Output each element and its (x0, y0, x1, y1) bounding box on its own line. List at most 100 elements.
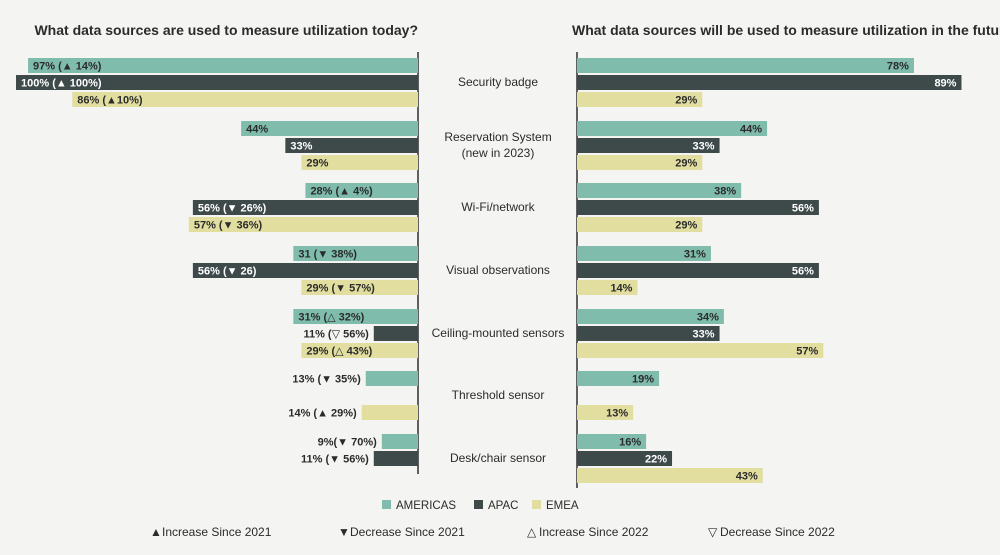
left-bar-emea (361, 405, 418, 420)
legend-label: APAC (488, 500, 518, 512)
right-bar-americas (577, 121, 768, 136)
left-data-label: 11% (▼ 56%) (301, 454, 369, 466)
right-data-label: 13% (606, 408, 628, 420)
left-bar-emea (301, 343, 418, 358)
right-bar-emea (577, 468, 763, 483)
key-symbol-icon: ▲ (150, 525, 162, 539)
right-bar-emea (577, 280, 638, 295)
left-data-label: 57% (▼ 36%) (194, 220, 263, 232)
left-bar-emea (301, 280, 418, 295)
right-bar-apac (577, 263, 819, 278)
category-label: Desk/chair sensor (450, 451, 546, 465)
key-symbol-icon: ▼ (338, 525, 350, 539)
category-label: Ceiling-mounted sensors (432, 326, 565, 340)
left-data-label: 31 (▼ 38%) (298, 249, 357, 261)
left-data-label: 86% (▲10%) (77, 95, 143, 107)
left-bar-americas (293, 246, 418, 261)
left-data-label: 29% (306, 158, 328, 170)
left-data-label: 13% (▼ 35%) (292, 374, 361, 386)
left-data-label: 11% (▽ 56%) (303, 329, 369, 341)
key-label: Increase Since 2021 (162, 525, 272, 539)
right-bar-americas (577, 246, 711, 261)
legend-swatch-apac (474, 500, 483, 509)
category-label: Security badge (458, 75, 538, 89)
right-data-label: 43% (736, 471, 758, 483)
left-data-label: 9%(▼ 70%) (318, 437, 378, 449)
right-data-label: 16% (619, 437, 641, 449)
category-label: (new in 2023) (462, 146, 535, 160)
left-bar-emea (188, 217, 418, 232)
right-data-label: 56% (792, 203, 814, 215)
right-data-label: 57% (796, 346, 818, 358)
left-data-label: 28% (▲ 4%) (310, 186, 373, 198)
right-data-label: 44% (740, 124, 762, 136)
key-label: Increase Since 2022 (539, 525, 649, 539)
right-data-label: 31% (684, 249, 706, 261)
left-chart-title: What data sources are used to measure ut… (34, 22, 418, 38)
right-data-label: 19% (632, 374, 654, 386)
right-data-label: 29% (675, 158, 697, 170)
right-bar-emea (577, 217, 703, 232)
category-label: Threshold sensor (452, 388, 545, 402)
category-label: Wi-Fi/network (461, 200, 535, 214)
right-data-label: 33% (693, 329, 715, 341)
left-bar-apac (192, 263, 418, 278)
right-bar-emea (577, 405, 634, 420)
right-data-label: 34% (697, 312, 719, 324)
left-bar-americas (293, 309, 418, 324)
category-label: Visual observations (446, 263, 550, 277)
right-data-label: 56% (792, 266, 814, 278)
right-bar-apac (577, 326, 720, 341)
right-bar-apac (577, 200, 819, 215)
left-data-label: 97% (▲ 14%) (33, 61, 102, 73)
left-bar-americas (365, 371, 418, 386)
left-data-label: 56% (▼ 26%) (198, 203, 267, 215)
right-data-label: 78% (887, 61, 909, 73)
right-data-label: 33% (693, 141, 715, 153)
right-bar-emea (577, 92, 703, 107)
right-bar-americas (577, 58, 914, 73)
right-data-label: 38% (714, 186, 736, 198)
left-data-label: 100% (▲ 100%) (21, 78, 102, 90)
right-bar-apac (577, 451, 673, 466)
right-bar-apac (577, 138, 720, 153)
right-bar-emea (577, 343, 824, 358)
right-data-label: 29% (675, 220, 697, 232)
right-bar-apac (577, 75, 962, 90)
left-bar-apac (373, 326, 418, 341)
right-data-label: 14% (610, 283, 632, 295)
left-data-label: 31% (△ 32%) (298, 312, 364, 324)
left-bar-americas (305, 183, 418, 198)
key-symbol-icon: ▽ (708, 525, 718, 539)
left-bar-apac (192, 200, 418, 215)
legend-label: EMEA (546, 500, 579, 512)
left-bar-apac (16, 75, 418, 90)
right-data-label: 89% (934, 78, 956, 90)
left-data-label: 29% (▼ 57%) (306, 283, 375, 295)
right-bar-americas (577, 309, 724, 324)
left-data-label: 33% (290, 141, 312, 153)
left-data-label: 29% (△ 43%) (306, 346, 372, 358)
left-bar-americas (28, 58, 419, 73)
left-bar-americas (381, 434, 418, 449)
right-bar-americas (577, 371, 660, 386)
right-data-label: 29% (675, 95, 697, 107)
category-label: Reservation System (444, 130, 551, 144)
left-bar-emea (301, 155, 418, 170)
left-bar-apac (373, 451, 418, 466)
right-data-label: 22% (645, 454, 667, 466)
right-bar-emea (577, 155, 703, 170)
left-bar-emea (72, 92, 418, 107)
legend-swatch-americas (382, 500, 391, 509)
right-chart-title: What data sources will be used to measur… (572, 22, 1000, 38)
right-bar-americas (577, 183, 742, 198)
left-data-label: 44% (246, 124, 268, 136)
key-symbol-icon: △ (527, 525, 537, 539)
key-label: Decrease Since 2021 (350, 525, 465, 539)
legend-swatch-emea (532, 500, 541, 509)
left-data-label: 56% (▼ 26) (198, 266, 257, 278)
legend-label: AMERICAS (396, 500, 456, 512)
left-bar-apac (285, 138, 418, 153)
